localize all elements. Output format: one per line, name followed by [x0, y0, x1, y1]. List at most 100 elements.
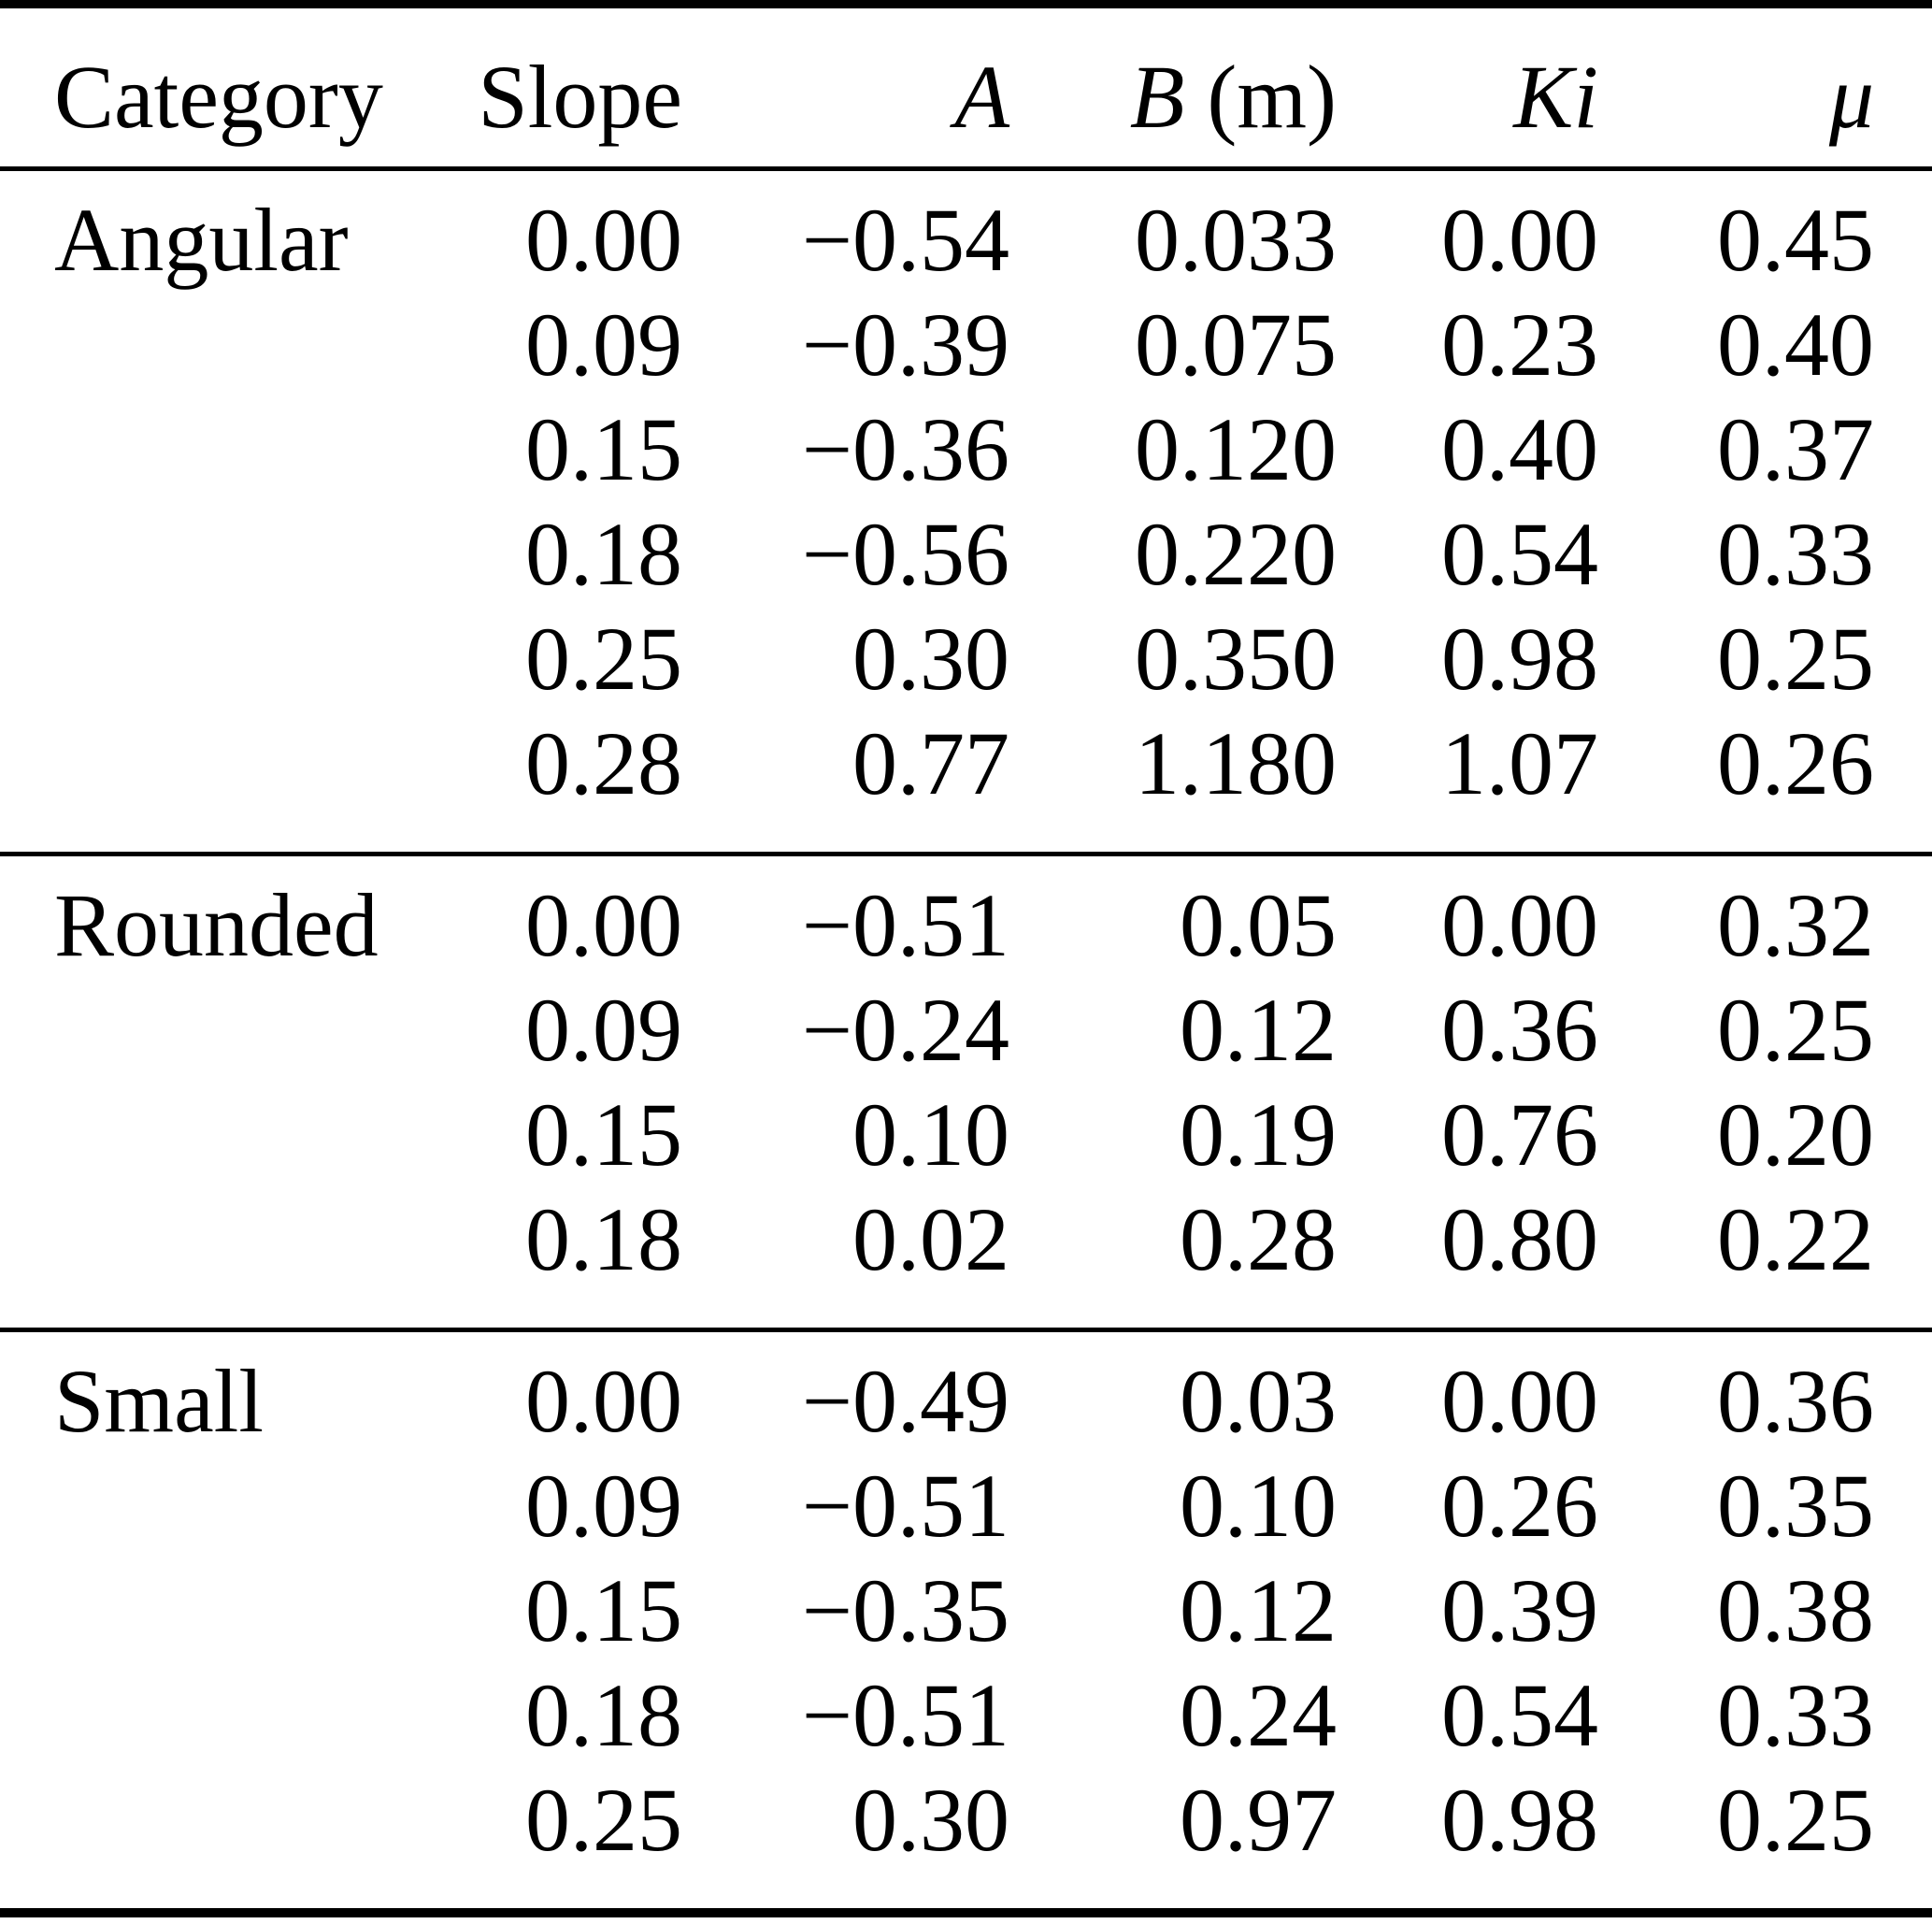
- cell-a: 0.77: [852, 713, 1009, 813]
- cell-slope: 0.09: [525, 1456, 682, 1556]
- table-row: 0.09 −0.24 0.12 0.36 0.25: [0, 978, 1932, 1083]
- header-plain-part: Category: [54, 46, 383, 147]
- category-label: Small: [54, 1351, 265, 1451]
- cell-a: −0.24: [801, 980, 1009, 1080]
- cell-slope: 0.18: [525, 504, 682, 604]
- cell-slope: 0.28: [525, 713, 682, 813]
- category-spacer: [0, 1663, 336, 1768]
- category-spacer: [0, 293, 336, 397]
- cell-b-m: 0.03: [1180, 1351, 1337, 1451]
- cell-a: 0.30: [852, 1770, 1009, 1870]
- cell-a: −0.54: [801, 190, 1009, 290]
- cell-slope: 0.25: [525, 1770, 682, 1870]
- header-math-part: Ki: [1513, 46, 1598, 147]
- column-header-a: A: [682, 5, 1009, 169]
- cell-slope: 0.15: [525, 1084, 682, 1185]
- cell-a: −0.36: [801, 399, 1009, 499]
- cell-b-m: 0.10: [1180, 1456, 1337, 1556]
- cell-b-m: 0.120: [1135, 399, 1337, 499]
- cell-b-m: 0.24: [1180, 1665, 1337, 1765]
- table-row: 0.25 0.30 0.97 0.98 0.25: [0, 1768, 1932, 1913]
- cell-mu: 0.33: [1717, 1665, 1874, 1765]
- cell-ki: 0.39: [1441, 1560, 1598, 1660]
- cell-b-m: 0.97: [1180, 1770, 1337, 1870]
- table-row: 0.15 −0.35 0.12 0.39 0.38: [0, 1558, 1932, 1663]
- cell-a: 0.30: [852, 609, 1009, 709]
- cell-mu: 0.25: [1717, 609, 1874, 709]
- header-row: Category Slope A B (m) Ki μ: [0, 5, 1932, 169]
- cell-slope: 0.25: [525, 609, 682, 709]
- category-spacer: [0, 1083, 336, 1187]
- category-spacer: [0, 1768, 336, 1913]
- category-spacer: [0, 1558, 336, 1663]
- table-row: Rounded 0.00 −0.51 0.05 0.00 0.32: [0, 854, 1932, 979]
- cell-mu: 0.35: [1717, 1456, 1874, 1556]
- header-plain-part: (m): [1184, 46, 1337, 147]
- cell-mu: 0.45: [1717, 190, 1874, 290]
- table-row: Small 0.00 −0.49 0.03 0.00 0.36: [0, 1330, 1932, 1455]
- cell-b-m: 0.05: [1180, 875, 1337, 975]
- cell-ki: 0.00: [1441, 190, 1598, 290]
- cell-mu: 0.38: [1717, 1560, 1874, 1660]
- header-math-part: μ: [1828, 46, 1874, 147]
- cell-a: −0.51: [801, 875, 1009, 975]
- cell-mu: 0.37: [1717, 399, 1874, 499]
- table-row: 0.09 −0.51 0.10 0.26 0.35: [0, 1454, 1932, 1558]
- column-header-category: Category: [0, 5, 383, 169]
- column-header-ki: Ki: [1337, 5, 1598, 169]
- cell-ki: 0.54: [1441, 1665, 1598, 1765]
- category-spacer: [0, 397, 336, 502]
- cell-ki: 0.00: [1441, 1351, 1598, 1451]
- table-row: 0.09 −0.39 0.075 0.23 0.40: [0, 293, 1932, 397]
- cell-a: −0.56: [801, 504, 1009, 604]
- cell-ki: 0.40: [1441, 399, 1598, 499]
- cell-slope: 0.15: [525, 1560, 682, 1660]
- cell-slope: 0.18: [525, 1189, 682, 1289]
- cell-mu: 0.40: [1717, 294, 1874, 395]
- table-row: 0.18 0.02 0.28 0.80 0.22: [0, 1187, 1932, 1330]
- table-row: 0.18 −0.51 0.24 0.54 0.33: [0, 1663, 1932, 1768]
- category-spacer: [0, 1454, 336, 1558]
- cell-slope: 0.00: [525, 1351, 682, 1451]
- cell-ki: 1.07: [1441, 713, 1598, 813]
- cell-mu: 0.26: [1717, 713, 1874, 813]
- cell-slope: 0.09: [525, 294, 682, 395]
- cell-b-m: 0.350: [1135, 609, 1337, 709]
- cell-b-m: 0.19: [1180, 1084, 1337, 1185]
- cell-a: 0.10: [852, 1084, 1009, 1185]
- cell-b-m: 0.033: [1135, 190, 1337, 290]
- cell-a: −0.51: [801, 1456, 1009, 1556]
- cell-ki: 0.76: [1441, 1084, 1598, 1185]
- table-head: Category Slope A B (m) Ki μ: [0, 5, 1932, 169]
- cell-b-m: 0.28: [1180, 1189, 1337, 1289]
- table-row: 0.28 0.77 1.180 1.07 0.26: [0, 711, 1932, 854]
- header-math-part: B: [1129, 46, 1185, 147]
- category-spacer: [0, 502, 336, 607]
- cell-b-m: 1.180: [1135, 713, 1337, 813]
- cell-ki: 0.26: [1441, 1456, 1598, 1556]
- cell-mu: 0.22: [1717, 1189, 1874, 1289]
- category-label: Rounded: [54, 875, 379, 975]
- category-spacer: [0, 607, 336, 711]
- cell-a: −0.39: [801, 294, 1009, 395]
- table-row: 0.15 0.10 0.19 0.76 0.20: [0, 1083, 1932, 1187]
- cell-mu: 0.25: [1717, 980, 1874, 1080]
- cell-slope: 0.18: [525, 1665, 682, 1765]
- cell-slope: 0.00: [525, 875, 682, 975]
- category-spacer: [0, 1187, 336, 1330]
- section-small: Small 0.00 −0.49 0.03 0.00 0.36 0.09 −0.51 0.10 0…: [0, 1329, 1932, 1914]
- header-math-part: A: [954, 46, 1009, 147]
- category-label: Angular: [54, 190, 349, 290]
- category-spacer: [0, 978, 336, 1083]
- column-header-mu: μ: [1598, 5, 1932, 169]
- cell-ki: 0.98: [1441, 609, 1598, 709]
- cell-a: −0.49: [801, 1351, 1009, 1451]
- cell-ki: 0.36: [1441, 980, 1598, 1080]
- cell-mu: 0.20: [1717, 1084, 1874, 1185]
- cell-mu: 0.25: [1717, 1770, 1874, 1870]
- table-row: 0.15 −0.36 0.120 0.40 0.37: [0, 397, 1932, 502]
- column-header-slope: Slope: [336, 5, 682, 169]
- cell-slope: 0.00: [525, 190, 682, 290]
- category-spacer: [0, 711, 336, 854]
